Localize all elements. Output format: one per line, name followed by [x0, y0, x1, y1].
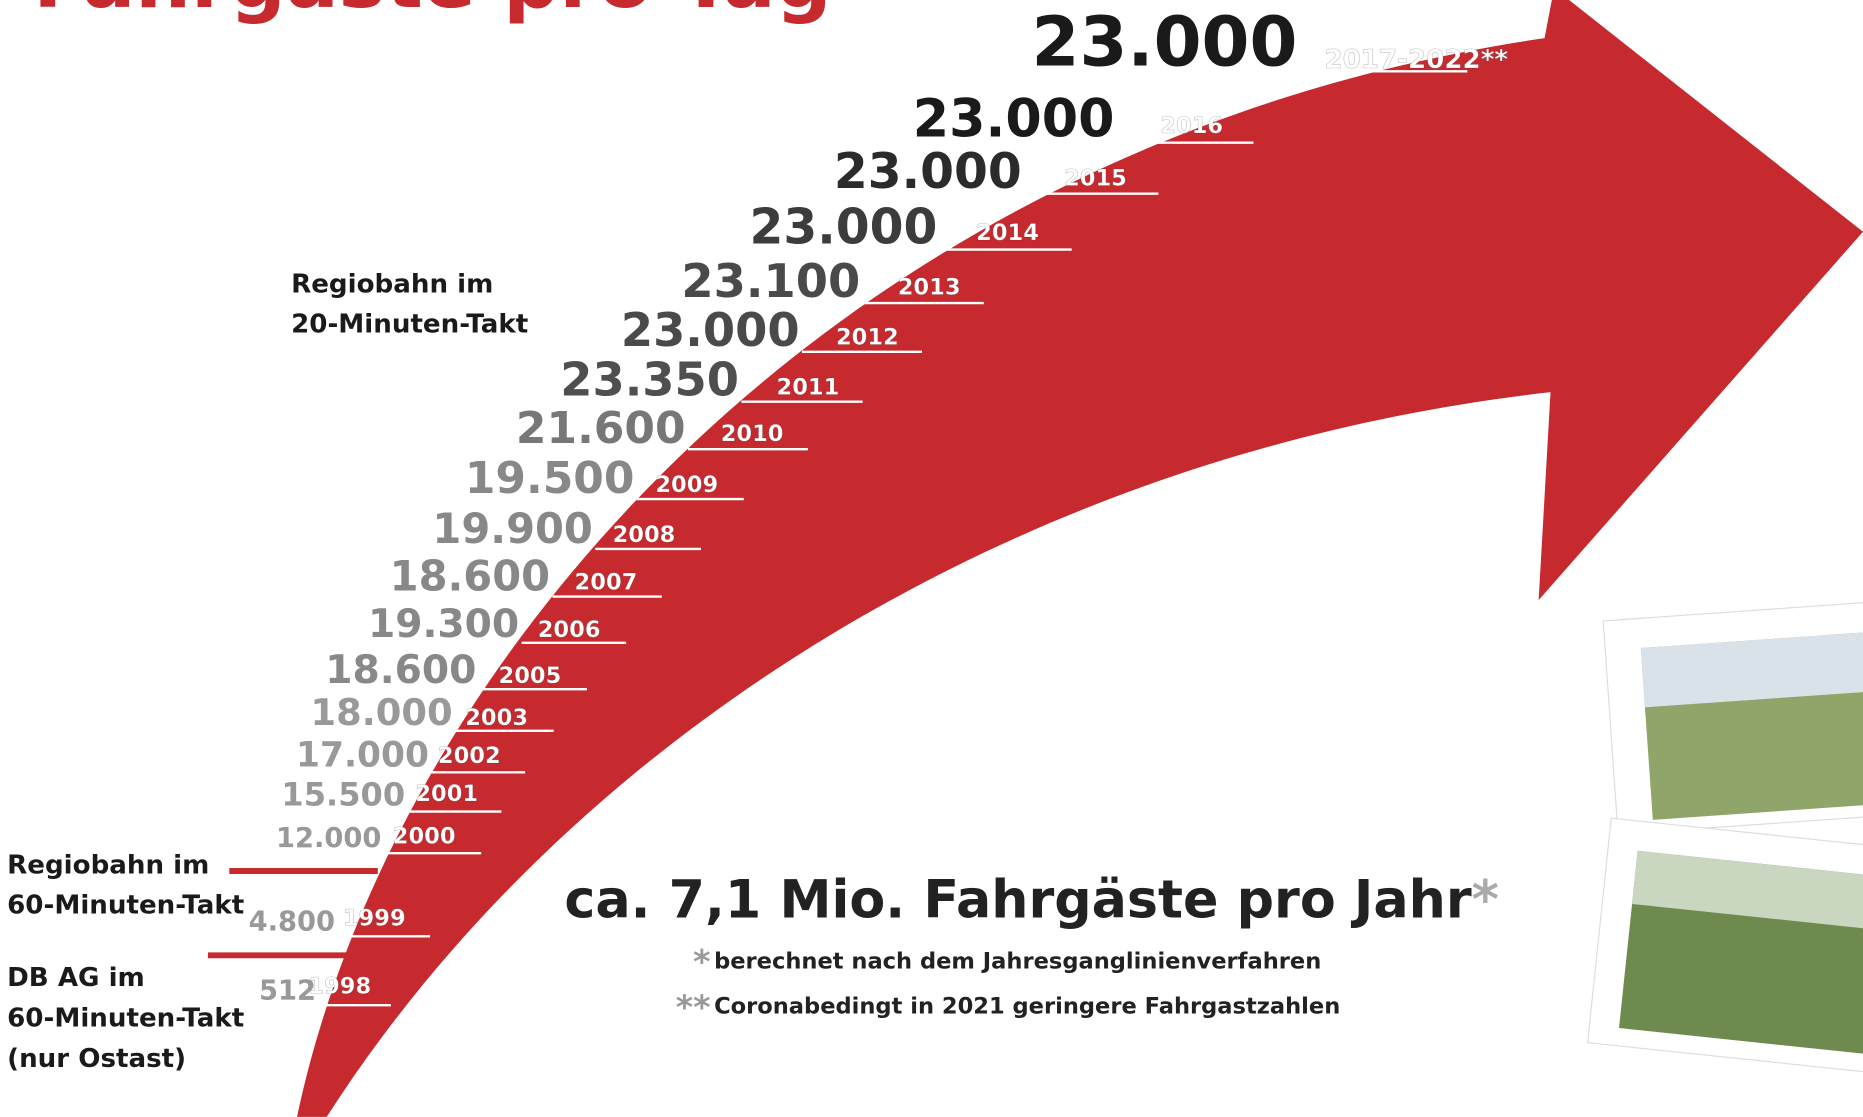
passenger-count: 23.000 — [621, 303, 800, 357]
passenger-count: 23.350 — [560, 353, 739, 407]
year: 2005 — [499, 663, 562, 689]
summary-marker: * — [1472, 869, 1499, 930]
note-text: Coronabedingt in 2021 geringere Fahrgast… — [714, 994, 1340, 1020]
year: 2001 — [415, 781, 478, 807]
year: 2013 — [898, 275, 961, 301]
note-text: berechnet nach dem Jahresganglinienverfa… — [714, 948, 1321, 974]
year: 1998 — [308, 973, 371, 999]
passenger-count: 18.600 — [390, 552, 550, 601]
note-marker: ** — [676, 987, 711, 1026]
passenger-count: 12.000 — [276, 823, 381, 854]
year: 2010 — [721, 421, 784, 447]
photo — [1603, 601, 1863, 834]
phase-label: Regiobahn im — [7, 850, 209, 880]
year: 1999 — [343, 906, 406, 932]
year: 2011 — [777, 375, 840, 401]
year: 2009 — [655, 472, 718, 498]
year: 2008 — [613, 522, 676, 548]
photo — [1588, 818, 1863, 1074]
year: 2014 — [976, 220, 1039, 246]
year: 2017-2022** — [1324, 45, 1508, 75]
year: 2000 — [393, 824, 456, 850]
note-marker: * — [693, 942, 710, 981]
year: 2015 — [1064, 165, 1127, 191]
phase-label: 60-Minuten-Takt — [7, 891, 244, 921]
year: 2002 — [438, 743, 501, 769]
year: 2012 — [836, 325, 899, 351]
passenger-count: 23.000 — [749, 200, 937, 256]
phase-label: 60-Minuten-Takt — [7, 1004, 244, 1034]
page: Fahrgäste pro Tag 23.000 2017-2022** 23.00… — [0, 0, 1863, 1117]
passenger-count: 15.500 — [281, 776, 405, 814]
infographic: Fahrgäste pro Tag 23.000 2017-2022** 23.00… — [0, 0, 1863, 1117]
passenger-count: 17.000 — [296, 735, 429, 775]
phase-label: 20-Minuten-Takt — [291, 310, 528, 340]
phase-label: (nur Ostast) — [7, 1044, 186, 1074]
passenger-count: 23.000 — [913, 89, 1115, 150]
passenger-count: 19.500 — [465, 453, 635, 504]
summary: ca. 7,1 Mio. Fahrgäste pro Jahr* — [564, 869, 1499, 930]
passenger-count: 23.000 — [834, 144, 1022, 200]
passenger-count: 19.300 — [368, 602, 519, 647]
passenger-count: 18.000 — [311, 691, 453, 734]
year: 2016 — [1160, 113, 1223, 139]
year: 2007 — [575, 569, 638, 595]
passenger-count: 21.600 — [516, 403, 686, 454]
passenger-count: 4.800 — [249, 906, 335, 937]
passenger-count: 18.600 — [325, 648, 476, 693]
year: 2003 — [465, 705, 528, 731]
passenger-count: 23.000 — [1032, 2, 1298, 82]
phase-label: DB AG im — [7, 963, 145, 993]
title: Fahrgäste pro Tag — [33, 0, 831, 26]
phase-label: Regiobahn im — [291, 269, 493, 299]
passenger-count: 23.100 — [681, 254, 860, 308]
year: 2006 — [538, 617, 601, 643]
summary-text: ca. 7,1 Mio. Fahrgäste pro Jahr — [564, 869, 1471, 930]
passenger-count: 19.900 — [432, 504, 592, 553]
